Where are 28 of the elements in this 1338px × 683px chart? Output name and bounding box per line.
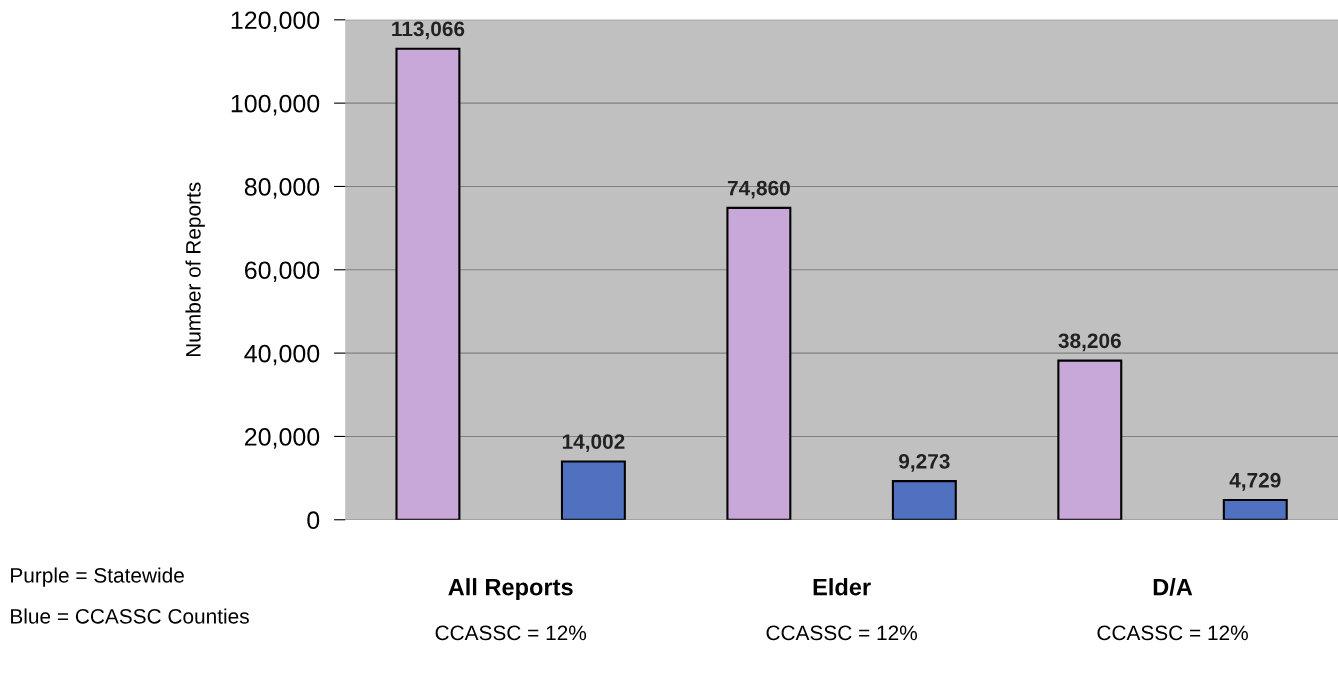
x-tick-label: Elder: [813, 578, 871, 596]
y-tick-label: 120,000: [231, 11, 320, 33]
y-tick-label: 80,000: [244, 178, 320, 199]
text: CCASSC = 12%: [435, 625, 587, 641]
bar: [891, 480, 957, 520]
y-tick-label: 100,000: [231, 94, 320, 116]
data-label: 4,729: [1229, 472, 1281, 491]
y-tick-label: 40,000: [244, 344, 320, 366]
bar: [395, 47, 461, 520]
y-tick-label: 60,000: [245, 261, 320, 283]
data-label: 14,002: [562, 434, 625, 452]
text: CCASSC = 12%: [1097, 625, 1248, 641]
bar: [560, 460, 626, 520]
x-tick-label: D/A: [1153, 578, 1193, 596]
data-label: 38,206: [1058, 333, 1121, 352]
x-tick-label: All Reports: [448, 578, 573, 601]
bar: [726, 206, 792, 520]
data-label: 74,860: [727, 180, 790, 199]
text: CCASSC = 12%: [766, 625, 917, 641]
text: Purple = Statewide: [11, 567, 184, 587]
y-tick-label: 0: [307, 511, 320, 530]
y-tick-label: 20,000: [245, 428, 320, 449]
bar: [1222, 499, 1288, 520]
bar: [1057, 359, 1123, 520]
text: Blue = CCASSC Counties: [11, 608, 249, 624]
data-label: 113,066: [392, 21, 465, 40]
data-label: 9,273: [898, 453, 950, 472]
y-axis-title: Number of Reports: [185, 182, 205, 357]
